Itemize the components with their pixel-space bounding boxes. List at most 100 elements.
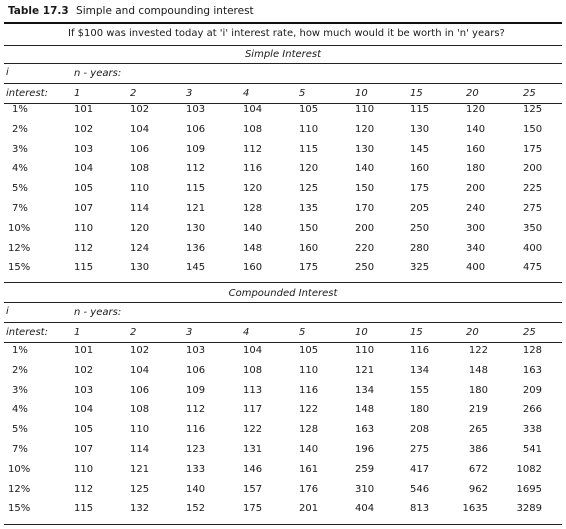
value-cell: 116 [243, 163, 263, 174]
value-cell: 123 [186, 444, 206, 455]
value-cell: 1695 [516, 484, 542, 495]
value-cell: 310 [355, 484, 375, 495]
value-cell: 152 [186, 503, 206, 514]
value-cell: 1082 [516, 464, 542, 475]
value-cell: 546 [410, 484, 430, 495]
interest-rate-cell: 5% [12, 424, 28, 435]
value-cell: 110 [299, 365, 319, 376]
value-cell: 114 [130, 203, 150, 214]
interest-rate-cell: 3% [12, 385, 28, 396]
value-cell: 160 [466, 144, 486, 155]
value-cell: 115 [74, 262, 94, 273]
value-cell: 116 [410, 345, 430, 356]
year-column-header: 5 [299, 88, 306, 99]
value-cell: 340 [466, 243, 486, 254]
value-cell: 120 [355, 124, 375, 135]
interest-rate-cell: 3% [12, 144, 28, 155]
value-cell: 400 [466, 262, 486, 273]
year-column-header: 2 [130, 88, 137, 99]
value-cell: 110 [299, 124, 319, 135]
value-cell: 220 [355, 243, 375, 254]
value-cell: 108 [243, 365, 263, 376]
year-column-header: 2 [130, 327, 137, 338]
value-cell: 150 [523, 124, 543, 135]
value-cell: 250 [355, 262, 375, 273]
value-cell: 112 [243, 144, 263, 155]
value-cell: 200 [466, 183, 486, 194]
value-cell: 275 [410, 444, 430, 455]
value-cell: 112 [74, 243, 94, 254]
column-header-rule [4, 342, 562, 343]
value-cell: 140 [299, 444, 319, 455]
value-cell: 110 [355, 104, 375, 115]
value-cell: 130 [410, 124, 430, 135]
value-cell: 208 [410, 424, 430, 435]
table-caption-label: Table 17.3 [8, 5, 69, 17]
value-cell: 108 [130, 404, 150, 415]
value-cell: 541 [522, 444, 542, 455]
value-cell: 160 [299, 243, 319, 254]
value-cell: 350 [523, 223, 543, 234]
year-column-header: 1 [74, 88, 81, 99]
interest-rate-cell: 4% [12, 163, 28, 174]
value-cell: 813 [410, 503, 430, 514]
value-cell: 120 [243, 183, 263, 194]
value-cell: 106 [130, 385, 150, 396]
value-cell: 110 [74, 223, 94, 234]
value-cell: 157 [243, 484, 263, 495]
interest-rate-cell: 7% [12, 203, 28, 214]
value-cell: 114 [130, 444, 150, 455]
value-cell: 148 [468, 365, 488, 376]
value-cell: 104 [74, 163, 94, 174]
value-cell: 338 [522, 424, 542, 435]
value-cell: 175 [299, 262, 319, 273]
value-cell: 155 [410, 385, 430, 396]
interest-rate-cell: 2% [12, 124, 28, 135]
value-cell: 170 [355, 203, 375, 214]
interest-rate-cell: 15% [8, 503, 31, 514]
year-column-header: 15 [410, 327, 423, 338]
value-cell: 209 [522, 385, 542, 396]
value-cell: 130 [186, 223, 206, 234]
value-cell: 130 [130, 262, 150, 273]
value-cell: 180 [466, 163, 486, 174]
years-label-rule [4, 322, 562, 323]
value-cell: 103 [186, 345, 206, 356]
value-cell: 133 [186, 464, 206, 475]
table-caption-title: Simple and compounding interest [76, 5, 254, 17]
value-cell: 280 [410, 243, 430, 254]
value-cell: 130 [355, 144, 375, 155]
value-cell: 134 [355, 385, 375, 396]
value-cell: 121 [355, 365, 375, 376]
row-header-i: i [6, 67, 9, 78]
value-cell: 101 [74, 104, 94, 115]
value-cell: 124 [130, 243, 150, 254]
value-cell: 145 [186, 262, 206, 273]
years-label: n - years: [74, 68, 122, 79]
value-cell: 107 [74, 444, 94, 455]
years-label: n - years: [74, 307, 122, 318]
interest-rate-cell: 7% [12, 444, 28, 455]
value-cell: 175 [410, 183, 430, 194]
value-cell: 106 [186, 365, 206, 376]
value-cell: 240 [466, 203, 486, 214]
value-cell: 122 [299, 404, 319, 415]
year-column-header: 10 [355, 88, 368, 99]
question-rule [4, 45, 562, 46]
value-cell: 108 [130, 163, 150, 174]
value-cell: 148 [355, 404, 375, 415]
value-cell: 250 [410, 223, 430, 234]
value-cell: 106 [130, 144, 150, 155]
value-cell: 150 [355, 183, 375, 194]
year-column-header: 25 [523, 88, 536, 99]
value-cell: 102 [74, 124, 94, 135]
year-column-header: 3 [186, 327, 193, 338]
value-cell: 103 [74, 385, 94, 396]
value-cell: 116 [299, 385, 319, 396]
value-cell: 140 [466, 124, 486, 135]
value-cell: 104 [130, 124, 150, 135]
value-cell: 325 [410, 262, 430, 273]
years-label-rule [4, 83, 562, 84]
value-cell: 104 [74, 404, 94, 415]
value-cell: 102 [130, 104, 150, 115]
